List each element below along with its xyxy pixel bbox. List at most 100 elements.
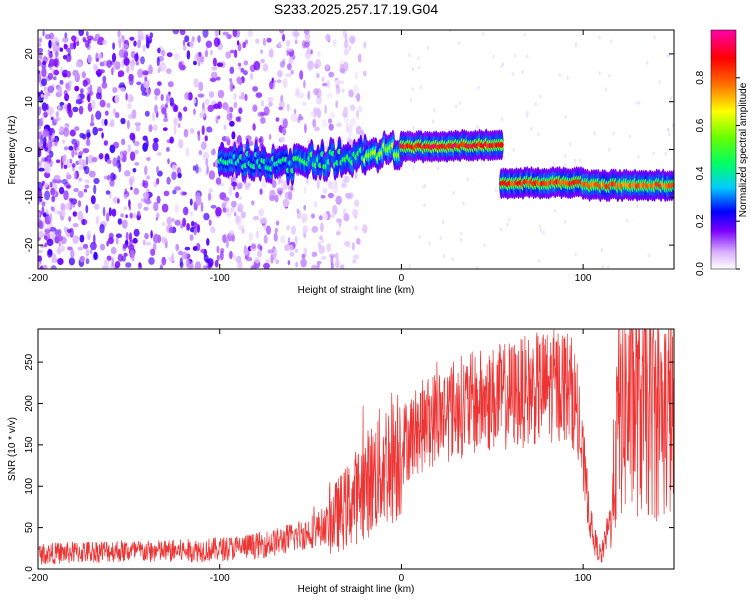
heatmap-cell (243, 70, 248, 76)
heatmap-cell (311, 264, 318, 269)
heatmap-cell (41, 78, 47, 87)
heatmap-cell (154, 95, 158, 101)
heatmap-cell (184, 246, 191, 251)
heatmap-cell (133, 228, 140, 237)
heatmap-cell (141, 91, 148, 96)
heatmap-cell (412, 126, 415, 130)
heatmap-cell (223, 124, 227, 131)
heatmap-cell (178, 112, 183, 122)
heatmap-cell (192, 98, 197, 104)
heatmap-cell (229, 250, 233, 260)
heatmap-cell (83, 188, 87, 193)
heatmap-cell (62, 155, 67, 165)
heatmap-cell (157, 47, 161, 54)
heatmap-cell (299, 70, 304, 80)
heatmap-cell (117, 218, 123, 225)
heatmap-cell (523, 32, 527, 37)
heatmap-cell (210, 71, 218, 79)
heatmap-cell (41, 67, 47, 78)
heatmap-cell (111, 208, 117, 217)
heatmap-cell (49, 150, 54, 158)
heatmap-cell (653, 35, 656, 40)
heatmap-cell (67, 102, 72, 112)
heatmap-cell (145, 40, 150, 49)
colorbar (710, 29, 737, 270)
heatmap-cell (539, 94, 542, 99)
heatmap-cell (59, 47, 64, 52)
heatmap-cell (53, 69, 60, 76)
heatmap-cell (144, 76, 148, 82)
heatmap-cell (172, 189, 177, 195)
heatmap-cell (322, 212, 328, 221)
heatmap-cell (187, 261, 194, 269)
heatmap-cell (269, 80, 275, 90)
heatmap-cell (273, 232, 278, 242)
heatmap-cell (143, 79, 150, 89)
heatmap-cell (443, 254, 446, 259)
heatmap-cell (78, 177, 83, 182)
heatmap-ridge-cell (499, 142, 504, 148)
heatmap-cell (233, 212, 237, 217)
heatmap-cell (40, 265, 44, 269)
heatmap-cell (280, 235, 286, 244)
heatmap-cell (114, 112, 120, 119)
heatmap-cell (314, 63, 319, 69)
heatmap-cell (291, 225, 296, 235)
heatmap-cell (78, 158, 84, 166)
heatmap-cell (96, 92, 101, 100)
heatmap-cell (48, 213, 53, 222)
heatmap-cell (177, 123, 181, 128)
heatmap-cell (267, 249, 274, 254)
heatmap-cell (418, 235, 421, 239)
heatmap-cell (44, 147, 48, 152)
heatmap-cell (178, 250, 183, 256)
heatmap-cell (337, 80, 345, 84)
heatmap-cell (134, 149, 139, 155)
heatmap-cell (229, 66, 235, 75)
heatmap-cell (521, 69, 524, 74)
heatmap-cell (185, 147, 190, 158)
heatmap-cell (351, 242, 355, 251)
heatmap-cell (231, 200, 237, 208)
heatmap-cell (257, 250, 262, 258)
heatmap-cell (502, 62, 505, 67)
heatmap-cell (166, 176, 171, 185)
heatmap-cell (500, 117, 504, 122)
heatmap-cell (335, 231, 341, 236)
heatmap-cell (306, 47, 311, 55)
heatmap-cell (460, 231, 463, 236)
heatmap-cell (152, 141, 159, 152)
heatmap-cell (573, 158, 577, 163)
heatmap-cell (281, 180, 289, 191)
heatmap-cell (103, 175, 109, 180)
snr-frame (37, 328, 675, 570)
heatmap-cell (184, 92, 190, 101)
heatmap-cell (120, 117, 126, 125)
heatmap-cell (173, 104, 179, 112)
heatmap-cell (628, 134, 631, 139)
heatmap-cell (115, 237, 119, 245)
heatmap-cell (136, 210, 141, 217)
heatmap-cell (458, 101, 461, 105)
heatmap-cell (153, 137, 159, 143)
heatmap-cell (108, 232, 114, 240)
heatmap-cell (226, 34, 232, 40)
heatmap-cell (251, 200, 255, 206)
heatmap-cell (129, 175, 136, 184)
heatmap-cell (99, 99, 106, 108)
heatmap-cell (154, 104, 158, 114)
heatmap-cell (198, 150, 203, 156)
heatmap-cell (156, 212, 160, 219)
heatmap-cell (215, 206, 222, 217)
heatmap-cell (72, 106, 79, 113)
heatmap-cell (87, 54, 92, 64)
heatmap-cell (225, 135, 230, 141)
snr-x-tick-label: 100 (575, 573, 592, 584)
heatmap-cell (38, 124, 42, 130)
heatmap-cell (252, 86, 258, 92)
heatmap-cell (144, 165, 148, 176)
heatmap-cell (201, 125, 205, 135)
heatmap-cell (94, 203, 100, 210)
spectrogram-y-tick-label: -10 (24, 190, 35, 205)
